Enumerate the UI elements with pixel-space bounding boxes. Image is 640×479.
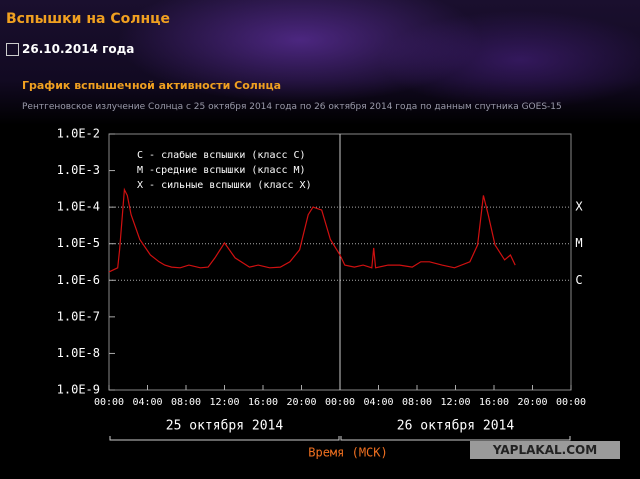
- legend-text: X - сильные вспышки (класс X): [137, 180, 312, 191]
- x-tick-label: 12:00: [440, 397, 470, 408]
- y-tick-label: 1.0E-2: [57, 127, 100, 141]
- subtitle: График вспышечной активности Солнца: [22, 79, 282, 92]
- x-axis-label: Время (МСК): [308, 446, 387, 460]
- y-tick-label: 1.0E-5: [57, 236, 100, 250]
- x-tick-label: 00:00: [325, 397, 355, 408]
- level-label: X: [575, 200, 583, 214]
- day-label: 25 октября 2014: [166, 419, 284, 434]
- level-label: M: [575, 236, 582, 250]
- x-tick-label: 16:00: [248, 397, 278, 408]
- day-bracket: [340, 436, 571, 441]
- x-tick-label: 20:00: [286, 397, 316, 408]
- day-bracket: [109, 436, 340, 441]
- legend-text: M -средние вспышки (класс M): [137, 165, 306, 176]
- x-tick-label: 04:00: [132, 397, 162, 408]
- legend-text: C - слабые вспышки (класс C): [137, 149, 306, 161]
- x-tick-label: 00:00: [556, 397, 586, 408]
- y-tick-label: 1.0E-4: [57, 200, 100, 214]
- day-label: 26 октября 2014: [397, 419, 515, 434]
- x-tick-label: 00:00: [94, 397, 124, 408]
- x-tick-label: 04:00: [363, 397, 393, 408]
- x-tick-label: 16:00: [479, 397, 509, 408]
- y-tick-label: 1.0E-6: [57, 273, 100, 287]
- y-tick-label: 1.0E-3: [57, 163, 100, 177]
- y-tick-label: 1.0E-7: [57, 309, 100, 323]
- y-tick-label: 1.0E-8: [57, 346, 100, 360]
- date: 26.10.2014 года: [22, 42, 135, 56]
- x-tick-label: 20:00: [517, 397, 547, 408]
- watermark: YAPLAKAL.COM: [470, 441, 620, 459]
- y-tick-label: 1.0E-9: [57, 383, 100, 397]
- x-tick-label: 08:00: [402, 397, 432, 408]
- page-title: Вспышки на Солнце: [6, 11, 171, 27]
- calendar-icon: [6, 43, 19, 56]
- x-tick-label: 12:00: [209, 397, 239, 408]
- x-tick-label: 08:00: [171, 397, 201, 408]
- description: Рентгеновское излучение Солнца с 25 октя…: [22, 102, 562, 112]
- level-label: C: [575, 273, 582, 287]
- flux-line: [108, 187, 516, 273]
